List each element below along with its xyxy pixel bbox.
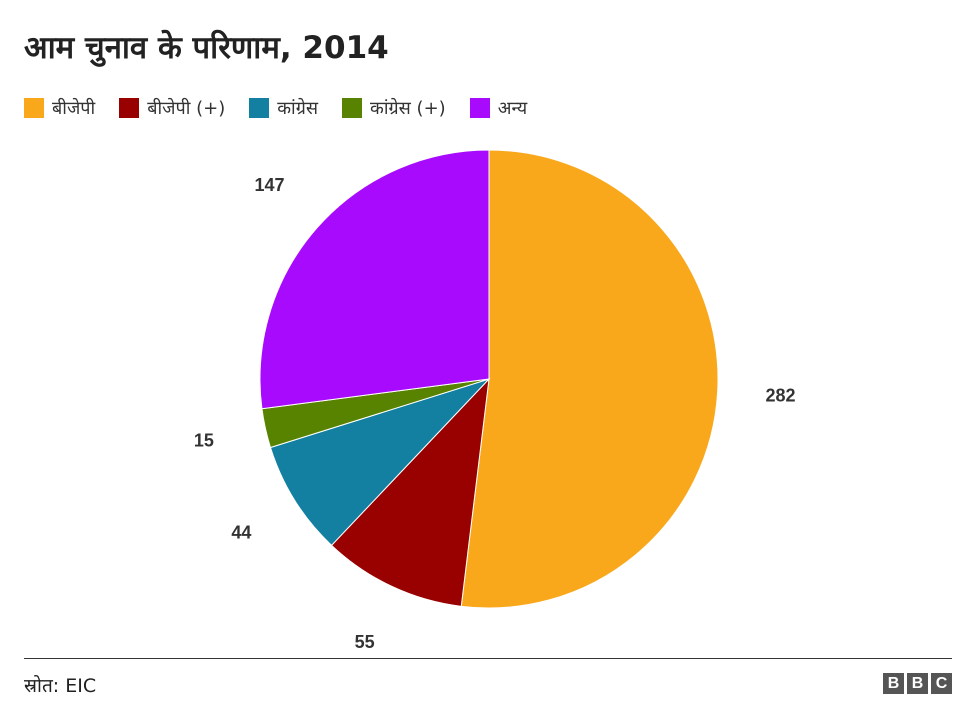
- legend-swatch: [119, 98, 140, 118]
- legend-item: कांग्रेस (+): [342, 96, 446, 120]
- legend-label: बीजेपी: [52, 98, 96, 119]
- pie-slice: [259, 149, 490, 410]
- bbc-logo: B B C: [880, 673, 952, 694]
- legend-label: कांग्रेस: [277, 98, 319, 119]
- slice-value-label: 55: [355, 632, 375, 652]
- pie-slice: [330, 377, 490, 607]
- legend-swatch: [24, 98, 44, 118]
- legend-item: अन्य: [469, 96, 528, 120]
- legend-swatch: [249, 98, 270, 118]
- logo-letter-b2: B: [907, 673, 928, 694]
- legend-swatch: [342, 98, 363, 118]
- slice-value-label: 44: [231, 522, 251, 542]
- legend-item: कांग्रेस: [249, 96, 318, 120]
- chart-title: आम चुनाव के परिणाम, 2014: [24, 30, 389, 66]
- legend-label: कांग्रेस (+): [370, 98, 446, 119]
- legend-label: बीजेपी (+): [147, 98, 226, 119]
- slice-value-label: 15: [194, 431, 214, 451]
- chart-legend: बीजेपी बीजेपी (+) कांग्रेस कांग्रेस (+) अन्य: [24, 96, 551, 120]
- slice-value-label: 147: [255, 175, 285, 195]
- logo-letter-b1: B: [883, 673, 904, 694]
- footer-divider: [24, 658, 952, 659]
- legend-item: बीजेपी (+): [119, 96, 225, 120]
- slice-value-label: 282: [765, 385, 795, 405]
- logo-letter-c: C: [931, 673, 952, 694]
- pie-slice: [269, 377, 491, 547]
- legend-item: बीजेपी: [24, 96, 95, 120]
- legend-label: अन्य: [497, 98, 528, 119]
- legend-swatch: [469, 98, 490, 118]
- pie-slice: [460, 149, 719, 609]
- source-note: स्रोत: EIC: [24, 675, 97, 697]
